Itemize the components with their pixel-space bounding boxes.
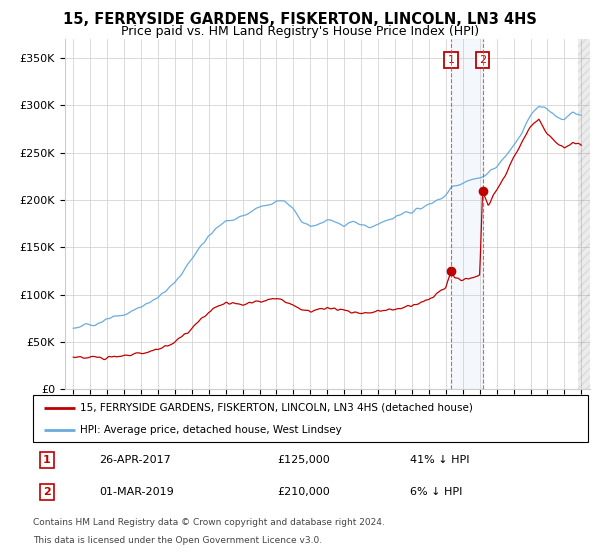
Text: 2: 2: [43, 487, 51, 497]
Bar: [451, 39, 482, 389]
Text: This data is licensed under the Open Government Licence v3.0.: This data is licensed under the Open Gov…: [33, 536, 322, 545]
Text: Price paid vs. HM Land Registry's House Price Index (HPI): Price paid vs. HM Land Registry's House …: [121, 25, 479, 38]
Text: HPI: Average price, detached house, West Lindsey: HPI: Average price, detached house, West…: [80, 424, 342, 435]
Text: 6% ↓ HPI: 6% ↓ HPI: [410, 487, 463, 497]
Text: £210,000: £210,000: [277, 487, 330, 497]
FancyBboxPatch shape: [33, 395, 588, 442]
Text: 1: 1: [43, 455, 51, 465]
Bar: [578, 39, 590, 389]
Text: 2: 2: [479, 55, 486, 65]
Text: £125,000: £125,000: [277, 455, 330, 465]
Text: Contains HM Land Registry data © Crown copyright and database right 2024.: Contains HM Land Registry data © Crown c…: [33, 518, 385, 527]
Text: 15, FERRYSIDE GARDENS, FISKERTON, LINCOLN, LN3 4HS: 15, FERRYSIDE GARDENS, FISKERTON, LINCOL…: [63, 12, 537, 27]
Text: 1: 1: [448, 55, 455, 65]
Text: 41% ↓ HPI: 41% ↓ HPI: [410, 455, 470, 465]
Text: 26-APR-2017: 26-APR-2017: [100, 455, 172, 465]
Text: 15, FERRYSIDE GARDENS, FISKERTON, LINCOLN, LN3 4HS (detached house): 15, FERRYSIDE GARDENS, FISKERTON, LINCOL…: [80, 403, 473, 413]
Text: 01-MAR-2019: 01-MAR-2019: [100, 487, 175, 497]
